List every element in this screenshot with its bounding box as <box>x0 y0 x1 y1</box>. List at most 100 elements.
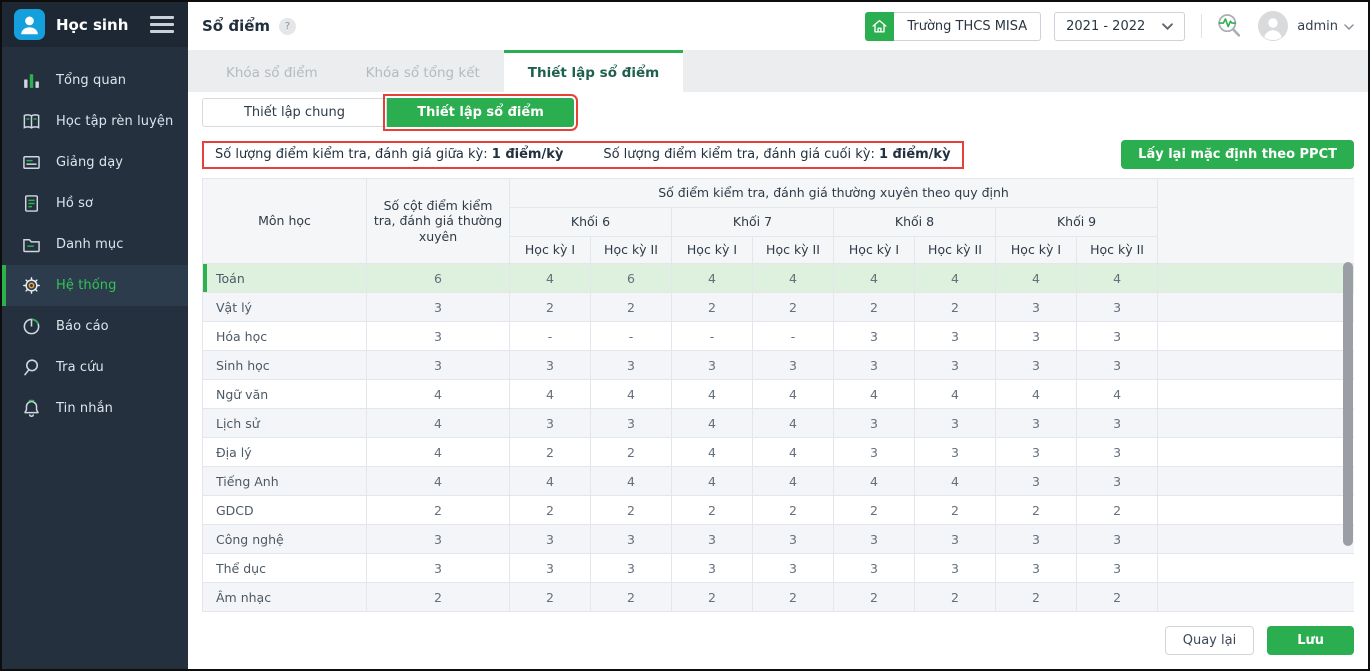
sidebar-item[interactable]: Danh mục <box>2 224 188 265</box>
columns-count-cell: 4 <box>366 379 510 409</box>
semester-header: Học kỳ II <box>914 236 996 264</box>
segment-button-1[interactable]: Thiết lập sổ điểm <box>383 94 578 131</box>
semester-header: Học kỳ II <box>752 236 834 264</box>
avatar[interactable] <box>1258 11 1289 41</box>
value-cell: 2 <box>752 292 834 322</box>
username[interactable]: admin <box>1297 18 1338 34</box>
table-row[interactable]: Tiếng Anh 4 4 4 4 4 4 4 3 3 <box>202 466 1354 496</box>
value-cell: 2 <box>509 437 591 467</box>
subject-cell: Lịch sử <box>202 408 367 438</box>
value-cell: 4 <box>671 408 753 438</box>
bar-chart-icon <box>21 70 42 91</box>
value-cell: 4 <box>752 437 834 467</box>
gear-icon <box>21 275 42 296</box>
value-cell: 4 <box>671 379 753 409</box>
folder-icon <box>21 234 42 255</box>
sidebar-item-label: Hồ sơ <box>56 196 94 211</box>
school-year-select[interactable]: 2021 - 2022 <box>1054 11 1186 41</box>
table-row[interactable]: Ngữ văn 4 4 4 4 4 4 4 4 4 <box>202 379 1354 409</box>
vertical-scrollbar-thumb[interactable] <box>1343 262 1353 546</box>
table-row[interactable]: Âm nhạc 2 2 2 2 2 2 2 2 2 <box>202 582 1354 611</box>
col-header-filler <box>1157 178 1354 264</box>
menu-toggle-icon[interactable] <box>150 16 174 33</box>
board-icon <box>21 152 42 173</box>
value-cell: 3 <box>752 553 834 583</box>
table-row[interactable]: Toán 6 4 6 4 4 4 4 4 4 <box>202 263 1354 293</box>
sidebar-item[interactable]: Báo cáo <box>2 306 188 347</box>
subject-cell: Địa lý <box>202 437 367 467</box>
value-cell: 2 <box>833 582 915 611</box>
sidebar-item[interactable]: Tổng quan <box>2 60 188 101</box>
help-icon[interactable]: ? <box>279 17 297 35</box>
value-cell: 3 <box>995 466 1077 496</box>
value-cell: 3 <box>1075 466 1159 496</box>
sidebar-item-label: Học tập rèn luyện <box>56 114 174 129</box>
table-row[interactable]: Sinh học 3 3 3 3 3 3 3 3 3 <box>202 350 1354 380</box>
value-cell: 4 <box>752 408 834 438</box>
sidebar-item-label: Tra cứu <box>56 360 104 375</box>
columns-count-cell: 3 <box>366 292 510 322</box>
sidebar-item[interactable]: Hệ thống <box>2 265 188 306</box>
col-header-group-title: Số điểm kiểm tra, đánh giá thường xuyên … <box>508 178 1159 208</box>
sidebar-item-label: Báo cáo <box>56 319 109 334</box>
segment-button-0[interactable]: Thiết lập chung <box>202 98 387 127</box>
value-cell: 3 <box>995 408 1077 438</box>
value-cell: 4 <box>671 263 753 293</box>
value-cell: 2 <box>671 495 753 525</box>
semester-header: Học kỳ II <box>590 236 672 264</box>
book-icon <box>21 111 42 132</box>
filler-cell <box>1157 437 1354 467</box>
scorebook-table: Môn học Số cột điểm kiểm tra, đánh giá t… <box>202 178 1355 611</box>
sidebar-item[interactable]: Giảng dạy <box>2 142 188 183</box>
sidebar-item[interactable]: Hồ sơ <box>2 183 188 224</box>
value-cell: 2 <box>509 495 591 525</box>
tab-0[interactable]: Khóa sổ điểm <box>226 64 318 81</box>
table-row[interactable]: Lịch sử 4 3 3 4 4 3 3 3 3 <box>202 408 1354 438</box>
grade-header: Khối 9 <box>994 207 1159 237</box>
table-row[interactable]: Công nghệ 3 3 3 3 3 3 3 3 3 <box>202 524 1354 554</box>
home-icon[interactable] <box>865 11 895 41</box>
subject-cell: Sinh học <box>202 350 367 380</box>
bell-icon <box>21 398 42 419</box>
value-cell: 3 <box>833 437 915 467</box>
columns-count-cell: 2 <box>366 582 510 611</box>
value-cell: 3 <box>671 553 753 583</box>
value-cell: 3 <box>914 350 996 380</box>
table-row[interactable]: Thể dục 3 3 3 3 3 3 3 3 3 <box>202 553 1354 583</box>
value-cell: 2 <box>914 582 996 611</box>
sidebar-item-label: Hệ thống <box>56 278 117 293</box>
save-button[interactable]: Lưu <box>1267 626 1354 655</box>
table-row[interactable]: Hóa học 3- - - -3 3 3 3 <box>202 321 1354 351</box>
value-cell: 4 <box>914 263 996 293</box>
value-cell: 3 <box>1075 524 1159 554</box>
school-name: Trường THCS MISA <box>894 11 1042 41</box>
table-row[interactable]: Vật lý 3 2 2 2 2 2 2 3 3 <box>202 292 1354 322</box>
tab-1[interactable]: Khóa sổ tổng kết <box>365 64 480 81</box>
grade-header-row: Khối 6 Khối 7 Khối 8 Khối 9 <box>203 207 1355 237</box>
filler-cell <box>1157 495 1354 525</box>
table-row[interactable]: GDCD 2 2 2 2 2 2 2 2 2 <box>202 495 1354 525</box>
info-item: Số lượng điểm kiểm tra, đánh giá cuối kỳ… <box>603 146 951 162</box>
value-cell: 4 <box>1075 263 1159 293</box>
topbar: Sổ điểm ? Trường THCS MISA 2021 - 2022 <box>188 2 1368 50</box>
school-switcher[interactable]: Trường THCS MISA <box>865 11 1042 41</box>
value-cell: 4 <box>590 379 672 409</box>
value-cell: 4 <box>671 466 753 496</box>
columns-count-cell: 3 <box>366 321 510 351</box>
value-cell: 3 <box>914 524 996 554</box>
subject-cell: GDCD <box>202 495 367 525</box>
user-menu-chevron-icon[interactable] <box>1344 19 1354 34</box>
reset-default-button[interactable]: Lấy lại mặc định theo PPCT <box>1121 140 1354 169</box>
sidebar-item[interactable]: Tin nhắn <box>2 388 188 429</box>
value-cell: - <box>671 321 753 351</box>
sidebar-item[interactable]: Học tập rèn luyện <box>2 101 188 142</box>
info-bar: Số lượng điểm kiểm tra, đánh giá giữa kỳ… <box>202 140 964 169</box>
sidebar-item[interactable]: Tra cứu <box>2 347 188 388</box>
value-cell: 2 <box>590 495 672 525</box>
tab-2[interactable]: Thiết lập sổ điểm <box>503 50 684 92</box>
back-button[interactable]: Quay lại <box>1164 626 1255 655</box>
semester-header-row: Học kỳ I Học kỳ II Học kỳ I Học kỳ II Học kỳ… <box>203 236 1355 264</box>
table-row[interactable]: Địa lý 4 2 2 4 4 3 3 3 3 <box>202 437 1354 467</box>
sidebar: Học sinh Tổng quan Học tập rèn luyện Giảng… <box>2 2 188 669</box>
quick-search-icon[interactable] <box>1214 11 1244 41</box>
